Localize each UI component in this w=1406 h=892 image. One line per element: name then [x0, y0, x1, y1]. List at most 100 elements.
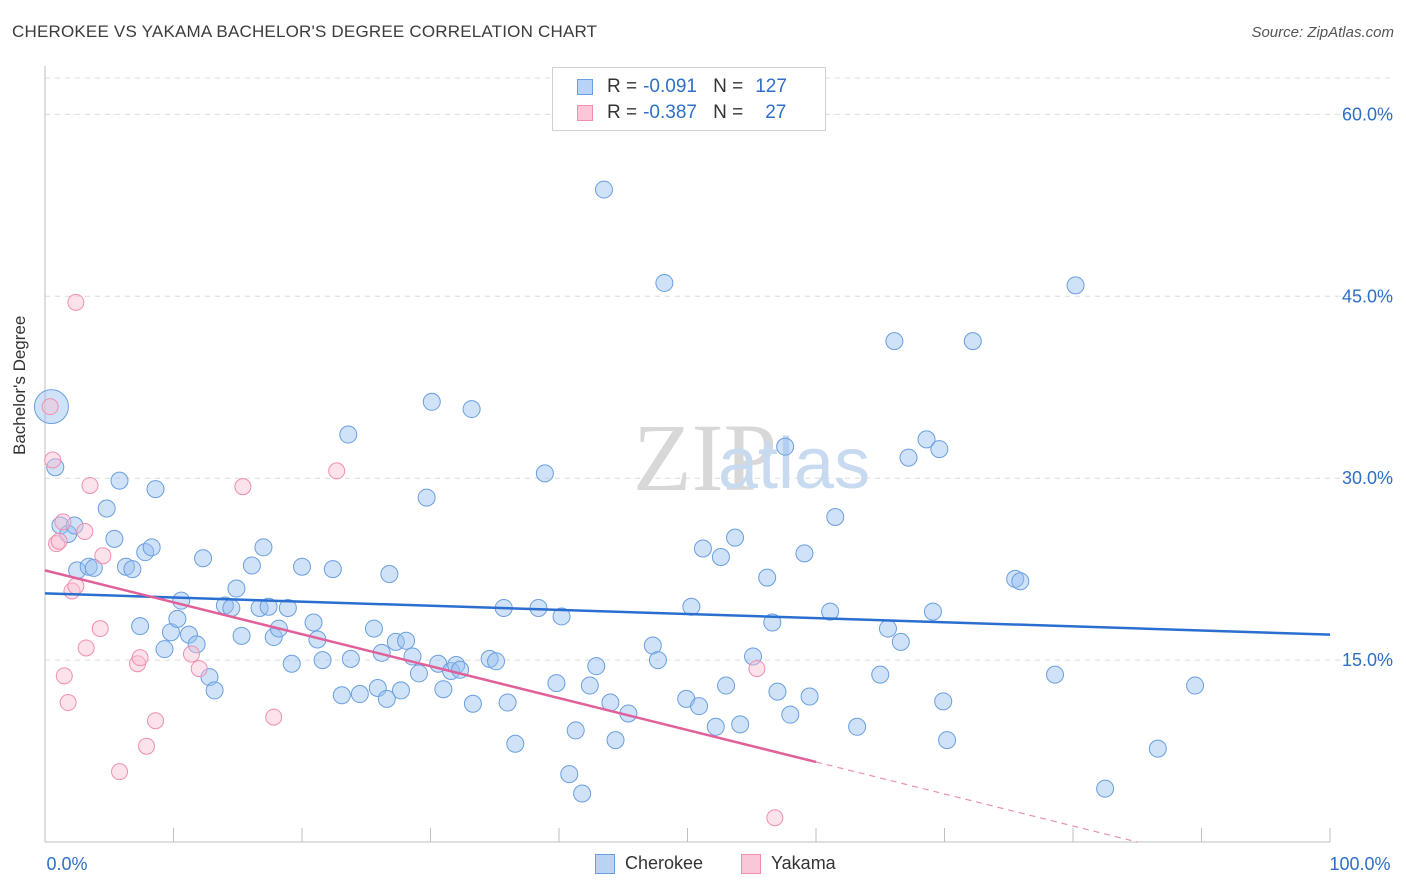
cherokee-point [547, 674, 566, 693]
cherokee-point [1186, 676, 1205, 695]
cherokee-point [826, 507, 845, 526]
cherokee-legend-swatch [595, 853, 615, 874]
cherokee-point [726, 528, 745, 547]
cherokee-point [535, 464, 554, 483]
cherokee-point [304, 613, 323, 632]
cherokee-point [332, 686, 351, 705]
cherokee-point [1066, 276, 1085, 295]
yakama-point [48, 535, 66, 553]
cherokee-point [706, 717, 725, 736]
bottom-legend-yakama: Yakama [741, 853, 836, 874]
r-label: R = [607, 102, 638, 123]
legend-row-cherokee: R = -0.091 N = 127 [577, 75, 787, 99]
cherokee-point [155, 640, 174, 659]
x-tick-label-max: 100.0% [1329, 854, 1390, 874]
cherokee-point [580, 676, 599, 695]
cherokee-point [781, 705, 800, 724]
yakama-point [94, 547, 112, 565]
cherokee-point [938, 731, 957, 750]
n-label: N = [713, 76, 744, 97]
stats-legend: R = -0.091 N = 127 R = -0.387 N = 27 [552, 67, 826, 131]
yakama-point [55, 667, 73, 685]
yakama-point [54, 513, 72, 531]
legend-row-yakama: R = -0.387 N = 27 [577, 101, 786, 125]
cherokee-point [768, 682, 787, 701]
yakama-r-value: -0.387 [643, 102, 697, 123]
cherokee-point [594, 180, 613, 199]
cherokee-point [1148, 739, 1167, 758]
yakama-point [67, 293, 85, 311]
cherokee-point [643, 636, 662, 655]
yakama-point [766, 809, 784, 827]
yakama-swatch [577, 105, 593, 121]
x-tick-label-min: 0.0% [46, 854, 87, 874]
yakama-point [147, 712, 165, 730]
cherokee-point [648, 651, 667, 670]
cherokee-point [1046, 665, 1065, 684]
cherokee-point [409, 664, 428, 683]
yakama-point [76, 523, 94, 541]
source-label: Source: ZipAtlas.com [1251, 24, 1394, 41]
yakama-point [748, 660, 766, 678]
cherokee-point [711, 548, 730, 567]
cherokee-point [377, 689, 396, 708]
cherokee-point [891, 632, 910, 651]
cherokee-point [878, 619, 897, 638]
cherokee-point [264, 628, 283, 647]
cherokee-point [963, 332, 982, 351]
cherokee-point [560, 765, 579, 784]
cherokee-point [821, 602, 840, 621]
yakama-point [265, 708, 283, 726]
cherokee-point [323, 560, 342, 579]
yakama-points [41, 293, 784, 827]
cherokee-point [462, 400, 481, 419]
cherokee-point [934, 692, 953, 711]
cherokee-point [1006, 569, 1025, 588]
cherokee-point [142, 538, 161, 557]
yakama-point [138, 737, 156, 755]
trend-lines [44, 569, 1331, 843]
cherokee-point [731, 715, 750, 734]
cherokee-trend-line [44, 592, 1331, 636]
cherokee-point [205, 681, 224, 700]
cherokee-point [917, 430, 936, 449]
cherokee-point [282, 654, 301, 673]
yakama-point [50, 532, 68, 550]
cherokee-point [105, 529, 124, 548]
watermark-atlas: atlas [718, 424, 870, 504]
cherokee-point [717, 676, 736, 695]
yakama-point [131, 649, 149, 667]
cherokee-point [313, 651, 332, 670]
cherokee-point [131, 617, 150, 636]
cherokee-point [930, 440, 949, 459]
cherokee-points [33, 180, 1205, 803]
cherokee-point [1096, 779, 1115, 798]
tick-labels: 15.0% 30.0% 45.0% 60.0% 0.0% 100.0% [46, 104, 1393, 874]
cherokee-point [848, 717, 867, 736]
cherokee-point [422, 392, 441, 411]
cherokee-point [776, 437, 795, 456]
cherokee-point [187, 635, 206, 654]
cherokee-point [110, 471, 129, 490]
cherokee-point [179, 625, 198, 644]
cherokee-point [242, 556, 261, 575]
cherokee-point [795, 544, 814, 563]
cherokee-legend-label: Cherokee [625, 853, 704, 873]
watermark-zip: ZIP [633, 404, 777, 511]
cherokee-point [380, 564, 399, 583]
cherokee-point [800, 687, 819, 706]
cherokee-point [1011, 572, 1030, 591]
cherokee-point [885, 332, 904, 351]
yakama-point [190, 660, 208, 678]
cherokee-point [84, 558, 103, 577]
yakama-trend-extension [815, 761, 1138, 843]
yakama-point [44, 451, 62, 469]
cherokee-n-value: 127 [755, 76, 787, 97]
cherokee-point [506, 734, 525, 753]
yakama-point [59, 694, 77, 712]
cherokee-point [339, 425, 358, 444]
cherokee-point [763, 613, 782, 632]
r-label: R = [607, 76, 638, 97]
cherokee-point [899, 448, 918, 467]
chart-title: CHEROKEE VS YAKAMA BACHELOR'S DEGREE COR… [12, 22, 598, 41]
